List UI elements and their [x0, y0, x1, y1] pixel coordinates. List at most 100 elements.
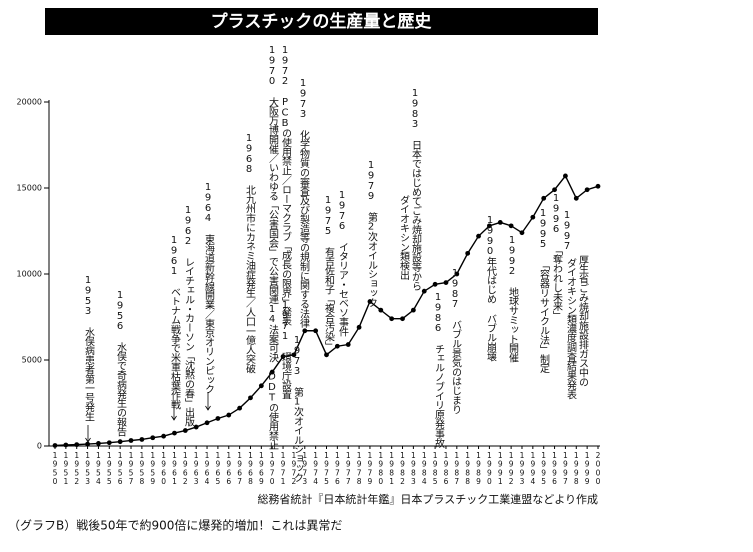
data-point	[443, 280, 449, 285]
x-tick-label: 1980	[376, 451, 385, 486]
x-tick-label: 1999	[583, 451, 592, 486]
data-point	[421, 288, 427, 294]
x-tick-label: 1983	[409, 451, 418, 486]
x-tick-label: 1992	[507, 451, 516, 486]
x-tick-label: 1985	[431, 451, 440, 486]
x-tick-label: 1996	[550, 451, 559, 486]
x-tick-label: 2000	[594, 451, 603, 486]
data-point	[150, 435, 156, 441]
source: 総務省統計『日本統計年鑑』日本プラスチック工業連盟などより作成	[257, 492, 598, 506]
title-bar	[45, 8, 598, 35]
x-tick-label: 1958	[137, 451, 146, 486]
data-point	[584, 187, 590, 193]
data-point	[182, 428, 188, 433]
data-point	[410, 307, 416, 313]
data-point	[237, 405, 243, 411]
annotation: 1970 大阪万博開催／いわゆる「公害国会」で公害関連14法案可決 DDTの使用…	[267, 45, 279, 450]
caption: （グラフB）戦後50年で約900倍に爆発的増加！これは異常だ	[8, 518, 342, 533]
y-tick-label: 10000	[17, 270, 42, 279]
x-tick-label: 1969	[257, 451, 266, 486]
y-tick-label: 0	[37, 442, 42, 451]
x-tick-label: 1959	[148, 451, 157, 486]
data-point	[85, 441, 90, 447]
y-tick-label: 15000	[17, 184, 42, 193]
x-tick-label: 1976	[333, 451, 342, 486]
annotation: 1983 日本ではじめてごみ焼却施設等から	[410, 88, 422, 291]
data-point	[563, 173, 568, 179]
annotation: 1973 化学物質の審査及び製造等の規制に関する法律	[298, 78, 310, 328]
x-tick-label: 1966	[224, 451, 233, 486]
data-point	[389, 316, 395, 322]
x-tick-label: 1987	[452, 451, 461, 486]
x-tick-label: 1971	[279, 451, 288, 486]
annotation: 1962 レイチェル・カーソン「沈黙の春」出版	[183, 205, 195, 428]
data-point	[324, 352, 329, 358]
data-point	[172, 430, 177, 436]
data-point	[74, 442, 80, 448]
data-point	[497, 220, 503, 225]
x-tick-label: 1956	[116, 451, 125, 486]
x-tick-label: 1977	[344, 451, 353, 486]
x-tick-label: 1974	[311, 451, 320, 486]
arrow-head	[171, 415, 177, 421]
x-tick-label: 1995	[539, 451, 548, 486]
data-point	[345, 342, 351, 347]
annotation: 1972 PCBの使用禁止／ローマクラブ「成長の限界」発表	[280, 45, 292, 327]
x-tick-label: 1990	[485, 451, 494, 486]
x-tick-label: 1950	[51, 451, 60, 486]
annotation: 厚生省ごみ焼却施設排ガス中の	[577, 255, 589, 387]
x-tick-label: 1982	[398, 451, 407, 486]
data-point	[193, 424, 199, 430]
annotation: 1968 北九州市にカネミ油症発生／人口一億人突破	[244, 133, 256, 374]
x-tick-label: 1961	[170, 451, 179, 486]
x-tick-label: 1962	[181, 451, 190, 486]
data-point	[378, 307, 384, 313]
x-tick-label: 1994	[528, 451, 537, 486]
data-point	[432, 281, 438, 287]
data-point	[487, 223, 492, 229]
x-tick-label: 1993	[517, 451, 526, 486]
x-tick-label: 1989	[474, 451, 483, 486]
x-tick-label: 1986	[441, 451, 450, 486]
data-point	[595, 183, 601, 189]
data-point	[139, 437, 145, 442]
annotation: 1964 東海道新幹線開業／東京オリンピック	[203, 182, 215, 394]
x-tick-label: 1967	[235, 451, 244, 486]
x-tick-label: 1988	[463, 451, 472, 486]
x-tick-label: 1955	[105, 451, 114, 486]
x-tick-label: 1951	[61, 451, 70, 486]
annotation: 1976 イタリア・セベソ事件	[337, 190, 349, 337]
annotation: 1996 「奪われし未来」	[551, 193, 563, 320]
annotation: 1997	[562, 210, 573, 252]
data-point	[106, 440, 112, 446]
data-point	[226, 412, 232, 418]
data-point	[454, 271, 460, 277]
data-point	[204, 420, 210, 426]
annotation: 1973 第1次オイルショック	[292, 335, 304, 482]
data-point	[519, 230, 525, 236]
x-tick-label: 1981	[387, 451, 396, 486]
x-tick-label: 1978	[355, 451, 364, 486]
annotation: 1956 水俣で奇病発生の報告	[115, 290, 127, 437]
data-point	[63, 442, 69, 448]
data-point	[552, 187, 557, 193]
data-point	[117, 439, 123, 445]
data-point	[508, 223, 514, 229]
y-tick-label: 5000	[22, 356, 42, 365]
annotation: 1953 水俣病患者第一号発生	[83, 275, 95, 421]
data-point	[96, 441, 101, 446]
annotation: 1961 ベトナム戦争で米軍枯葉作戦	[169, 235, 181, 411]
annotation: 1979 第2次オイルショック	[366, 160, 378, 307]
x-tick-label: 1965	[213, 451, 222, 486]
data-point	[215, 416, 221, 421]
data-point	[334, 343, 340, 349]
annotation: 1971 環境庁設置	[280, 300, 292, 399]
x-tick-label: 1953	[83, 451, 92, 486]
x-tick-label: 1997	[561, 451, 570, 486]
x-tick-label: 1972	[289, 451, 298, 486]
annotation: ダイオキシン類検出	[398, 195, 410, 280]
x-tick-label: 1975	[322, 451, 331, 486]
data-point	[258, 383, 264, 389]
